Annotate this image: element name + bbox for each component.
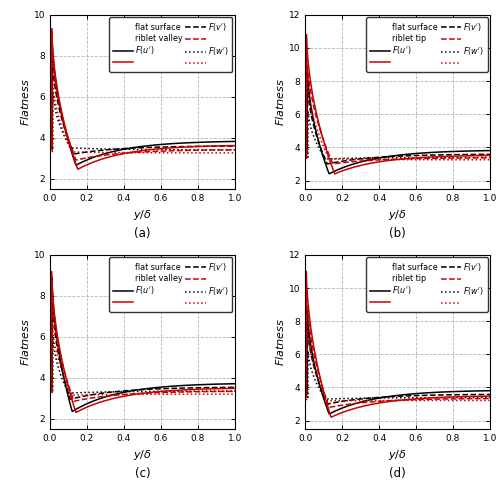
Legend: flat surface, riblet tip, $F(u')$,  , $F(v')$,  , $F(w')$,  : flat surface, riblet tip, $F(u')$, , $F(… [366, 257, 488, 312]
X-axis label: $y/\delta$: $y/\delta$ [388, 208, 407, 222]
Y-axis label: $Flatness$: $Flatness$ [19, 318, 31, 366]
X-axis label: $y/\delta$: $y/\delta$ [133, 448, 152, 462]
Legend: flat surface, riblet valley, $F(u')$,  , $F(v')$,  , $F(w')$,  : flat surface, riblet valley, $F(u')$, , … [109, 17, 232, 72]
Text: (d): (d) [389, 467, 406, 480]
Text: (a): (a) [134, 227, 150, 240]
Y-axis label: $Flatness$: $Flatness$ [274, 318, 286, 366]
Legend: flat surface, riblet valley, $F(u')$,  , $F(v')$,  , $F(w')$,  : flat surface, riblet valley, $F(u')$, , … [109, 257, 232, 312]
Text: (b): (b) [389, 227, 406, 240]
Text: (c): (c) [134, 467, 150, 480]
Y-axis label: $Flatness$: $Flatness$ [19, 78, 31, 126]
X-axis label: $y/\delta$: $y/\delta$ [133, 208, 152, 222]
X-axis label: $y/\delta$: $y/\delta$ [388, 448, 407, 462]
Legend: flat surface, riblet tip, $F(u')$,  , $F(v')$,  , $F(w')$,  : flat surface, riblet tip, $F(u')$, , $F(… [366, 17, 488, 72]
Y-axis label: $Flatness$: $Flatness$ [274, 78, 286, 126]
